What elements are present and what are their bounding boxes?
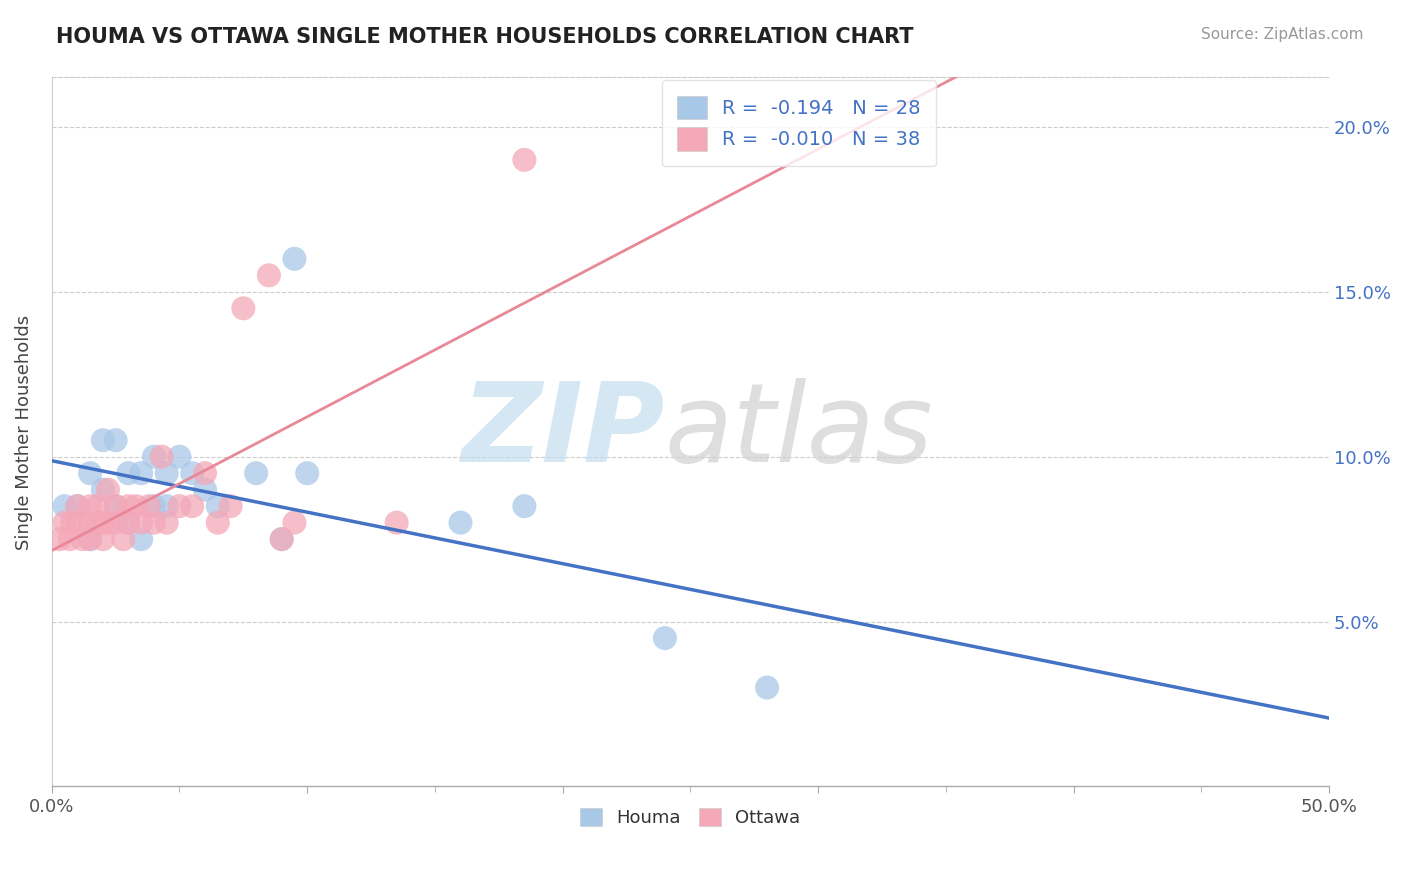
Houma — [245, 466, 267, 480]
Ottawa — [79, 499, 101, 513]
Houma — [91, 483, 114, 497]
Text: atlas: atlas — [665, 378, 934, 485]
Houma — [450, 516, 472, 530]
Houma — [91, 434, 114, 448]
Houma — [513, 499, 536, 513]
Ottawa — [125, 499, 148, 513]
Ottawa — [66, 499, 89, 513]
Text: HOUMA VS OTTAWA SINGLE MOTHER HOUSEHOLDS CORRELATION CHART: HOUMA VS OTTAWA SINGLE MOTHER HOUSEHOLDS… — [56, 27, 914, 46]
Ottawa — [97, 483, 120, 497]
Houma — [129, 532, 152, 546]
Ottawa — [60, 516, 83, 530]
Ottawa — [169, 499, 191, 513]
Ottawa — [270, 532, 292, 546]
Houma — [117, 466, 139, 480]
Ottawa — [72, 532, 94, 546]
Houma — [283, 252, 305, 266]
Ottawa — [283, 516, 305, 530]
Houma — [181, 466, 204, 480]
Ottawa — [66, 516, 89, 530]
Ottawa — [257, 268, 280, 283]
Ottawa — [59, 532, 82, 546]
Houma — [297, 466, 319, 480]
Houma — [66, 499, 89, 513]
Ottawa — [104, 499, 127, 513]
Houma — [207, 499, 229, 513]
Ottawa — [117, 516, 139, 530]
Houma — [169, 450, 191, 464]
Ottawa — [219, 499, 242, 513]
Ottawa — [194, 466, 217, 480]
Ottawa — [91, 532, 114, 546]
Ottawa — [513, 153, 536, 167]
Ottawa — [53, 516, 76, 530]
Houma — [654, 631, 676, 645]
Ottawa — [91, 516, 114, 530]
Ottawa — [385, 516, 408, 530]
Text: ZIP: ZIP — [461, 378, 665, 485]
Houma — [142, 450, 165, 464]
Ottawa — [87, 499, 110, 513]
Houma — [156, 466, 179, 480]
Ottawa — [232, 301, 254, 316]
Ottawa — [150, 450, 173, 464]
Ottawa — [156, 516, 179, 530]
Legend: Houma, Ottawa: Houma, Ottawa — [574, 800, 807, 834]
Houma — [129, 466, 152, 480]
Ottawa — [112, 532, 135, 546]
Houma — [53, 499, 76, 513]
Ottawa — [142, 516, 165, 530]
Ottawa — [129, 516, 152, 530]
Houma — [79, 532, 101, 546]
Ottawa — [181, 499, 204, 513]
Houma — [104, 499, 127, 513]
Houma — [104, 434, 127, 448]
Ottawa — [104, 516, 127, 530]
Ottawa — [207, 516, 229, 530]
Ottawa — [138, 499, 160, 513]
Ottawa — [79, 532, 101, 546]
Houma — [156, 499, 179, 513]
Ottawa — [117, 499, 139, 513]
Ottawa — [79, 516, 101, 530]
Houma — [79, 466, 101, 480]
Houma — [270, 532, 292, 546]
Text: Source: ZipAtlas.com: Source: ZipAtlas.com — [1201, 27, 1364, 42]
Y-axis label: Single Mother Households: Single Mother Households — [15, 314, 32, 549]
Ottawa — [87, 516, 110, 530]
Houma — [756, 681, 779, 695]
Houma — [194, 483, 217, 497]
Houma — [117, 516, 139, 530]
Houma — [142, 499, 165, 513]
Ottawa — [48, 532, 70, 546]
Ottawa — [97, 516, 120, 530]
